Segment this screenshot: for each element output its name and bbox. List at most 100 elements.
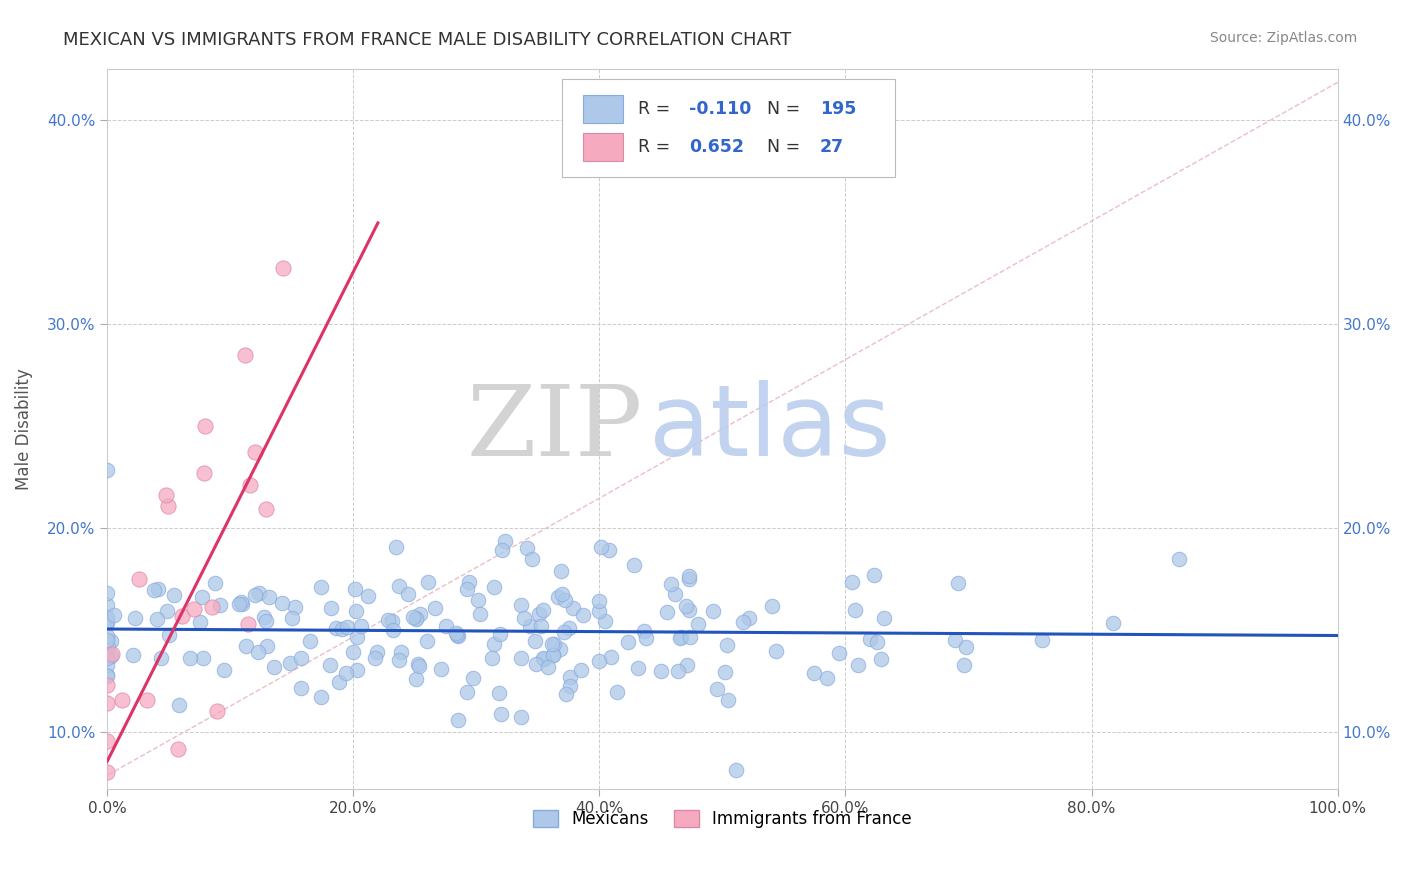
Point [256,639,278,653]
Point [446,627,468,641]
Point [589,541,612,555]
Point [617,635,640,649]
Point [101,647,124,661]
Point [548,642,571,657]
Point [494,533,516,548]
Point [533,652,555,666]
Point [717,693,740,707]
Point [675,599,697,614]
Point [201,600,224,615]
Point [516,541,538,555]
Point [678,568,700,582]
Text: 27: 27 [820,138,844,156]
Point [598,542,620,557]
Point [408,658,430,673]
Point [231,597,253,611]
Point [569,663,592,677]
Point [678,603,700,617]
Point [706,682,728,697]
Point [385,540,408,554]
Point [389,645,412,659]
Point [669,630,692,644]
Text: 0.652: 0.652 [689,138,744,156]
Point [1101,615,1123,630]
Point [179,650,201,665]
Point [350,619,373,633]
Point [650,665,672,679]
Point [231,595,253,609]
Point [562,600,585,615]
Point [664,586,686,600]
Point [346,630,368,644]
Text: R =: R = [637,100,675,118]
Point [346,663,368,677]
Point [678,572,700,586]
Point [148,582,170,596]
Point [254,615,277,629]
Point [803,666,825,681]
Point [97,847,120,862]
Point [634,631,657,645]
Point [724,763,747,777]
Point [446,713,468,727]
Point [948,575,970,590]
Point [429,662,451,676]
Point [633,624,655,638]
Point [167,698,190,712]
Point [165,804,187,818]
Point [731,615,754,630]
Point [170,609,193,624]
Point [325,621,347,635]
Point [702,604,724,618]
Point [214,664,236,678]
Point [869,652,891,666]
Point [873,611,896,625]
Point [204,576,226,591]
Point [377,613,399,627]
Point [280,611,302,625]
Point [209,599,232,613]
Point [402,609,425,624]
Text: N =: N = [766,138,806,156]
Point [952,658,974,673]
Point [943,632,966,647]
Point [588,653,610,667]
Point [716,638,738,652]
Point [524,657,547,672]
Point [558,679,581,693]
Bar [583,134,623,161]
Point [765,644,787,658]
Point [482,637,505,651]
Point [96,586,118,600]
Point [491,542,513,557]
Point [844,603,866,617]
Point [157,500,180,514]
Point [336,620,359,634]
Point [547,590,569,604]
Point [122,648,145,662]
Point [520,552,543,566]
Point [100,633,122,648]
Point [659,577,682,591]
Point [124,611,146,625]
Text: atlas: atlas [648,380,890,477]
Point [191,651,214,665]
Point [405,611,427,625]
Point [364,650,387,665]
Point [482,580,505,594]
Point [418,574,440,589]
Point [96,651,118,665]
Point [446,626,468,640]
Point [456,685,478,699]
Point [100,648,122,663]
Point [235,640,257,654]
Point [388,578,411,592]
Point [593,614,616,628]
Point [97,640,120,655]
Point [166,742,188,756]
Point [405,611,427,625]
Point [328,674,350,689]
Point [509,710,531,724]
Point [96,598,118,612]
Point [143,582,166,597]
